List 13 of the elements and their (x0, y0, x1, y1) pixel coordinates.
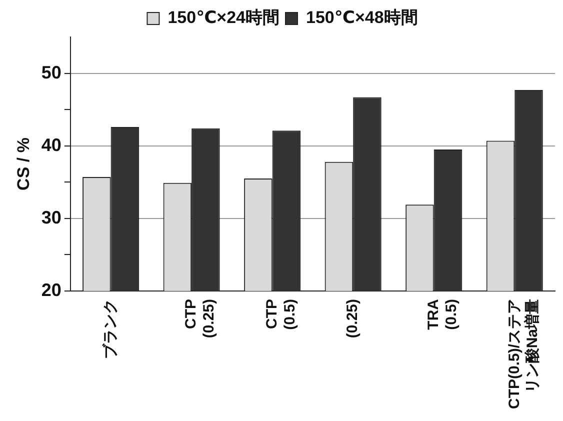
x-tick-label: CTP (0.5) (263, 298, 298, 330)
legend-label: 150℃×48時間 (306, 8, 418, 28)
x-tick-label: (0.25) (344, 298, 362, 338)
x-tick-label: CTP (0.25) (182, 298, 218, 338)
y-tick-label: 50 (41, 62, 62, 82)
x-tick-label: TRA (0.5) (424, 298, 460, 330)
x-tick-label: CTP(0.5)/ステアリン酸Na増量 (506, 298, 541, 410)
y-tick-label: 40 (41, 134, 62, 155)
legend-label: 150℃×24時間 (168, 8, 280, 28)
y-tick-label: 20 (41, 280, 62, 300)
y-axis-title: CS / % (14, 138, 33, 190)
y-tick-label: 30 (41, 207, 62, 228)
x-tick-label: ブランク (102, 298, 119, 359)
